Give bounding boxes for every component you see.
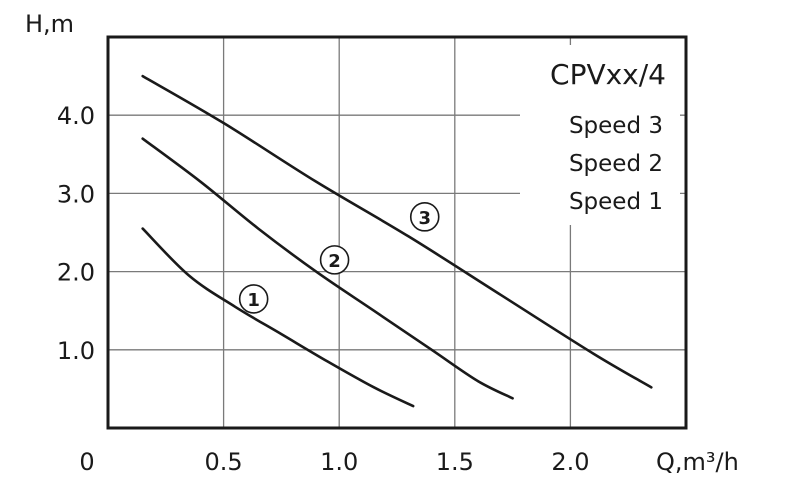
marker-label-speed-1: 1 — [247, 290, 260, 311]
curve-speed-3 — [141, 74, 653, 389]
legend-background — [520, 45, 680, 225]
curve-speed-1 — [141, 227, 415, 408]
curve-markers: 1 2 3 — [238, 202, 440, 314]
marker-circle-speed-1 — [238, 284, 269, 314]
curve-speed-2 — [141, 137, 514, 400]
chart-title: CPVxx/4 — [550, 58, 666, 91]
origin-tick-label: 0 — [79, 448, 94, 476]
x-tick-label-3: 1.5 — [436, 448, 474, 476]
marker-circle-speed-2 — [319, 245, 350, 275]
tick-labels: 0.5 1.0 1.5 2.0 1.0 2.0 3.0 4.0 0 — [57, 102, 590, 476]
marker-circle-speed-3 — [409, 202, 440, 232]
legend-item-speed-1: Speed 1 — [569, 189, 663, 215]
y-tick-label-4: 4.0 — [57, 102, 95, 130]
y-axis-label: H,m — [25, 10, 74, 38]
marker-label-speed-3: 3 — [418, 208, 431, 229]
y-tick-label-2: 2.0 — [57, 259, 95, 287]
x-tick-label-2: 1.0 — [320, 448, 358, 476]
plot-frame — [106, 35, 688, 430]
legend-item-speed-3: Speed 3 — [569, 113, 663, 139]
curves — [141, 74, 653, 408]
y-tick-label-3: 3.0 — [57, 180, 95, 208]
marker-label-speed-2: 2 — [328, 251, 341, 272]
x-axis-label: Q,m³/h — [656, 448, 739, 476]
x-tick-label-1: 0.5 — [205, 448, 243, 476]
legend: Speed 3 Speed 2 Speed 1 — [569, 113, 663, 215]
legend-item-speed-2: Speed 2 — [569, 151, 663, 177]
y-tick-label-1: 1.0 — [57, 337, 95, 365]
x-tick-label-4: 2.0 — [551, 448, 589, 476]
